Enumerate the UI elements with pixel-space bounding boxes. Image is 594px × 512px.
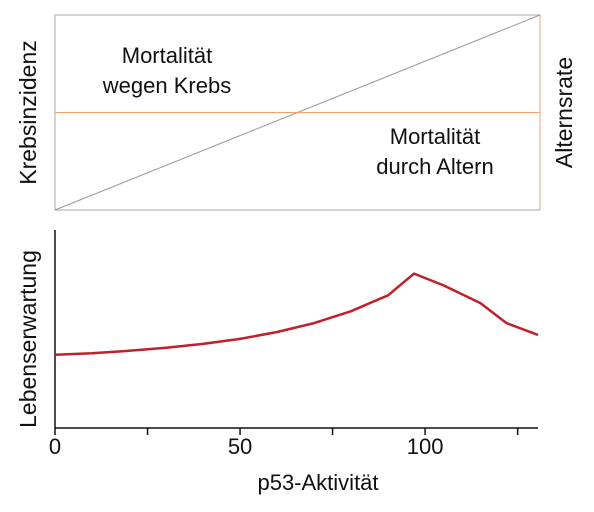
annotation: wegen Krebs xyxy=(102,73,231,98)
annotation: Mortalität xyxy=(390,124,480,149)
x-tick-label: 0 xyxy=(49,434,61,459)
y2-axis-label: Alternsrate xyxy=(551,57,577,168)
x-tick-label: 100 xyxy=(407,434,444,459)
data-line xyxy=(54,272,539,356)
annotation: Mortalität xyxy=(122,43,212,68)
annotation: durch Altern xyxy=(376,154,493,179)
x-tick-label: 50 xyxy=(228,434,252,459)
x-axis-label: p53-Aktivität xyxy=(257,470,378,495)
y-axis-label: Krebsinzidenz xyxy=(15,40,41,184)
y-axis-label: Lebenserwartung xyxy=(15,250,41,428)
